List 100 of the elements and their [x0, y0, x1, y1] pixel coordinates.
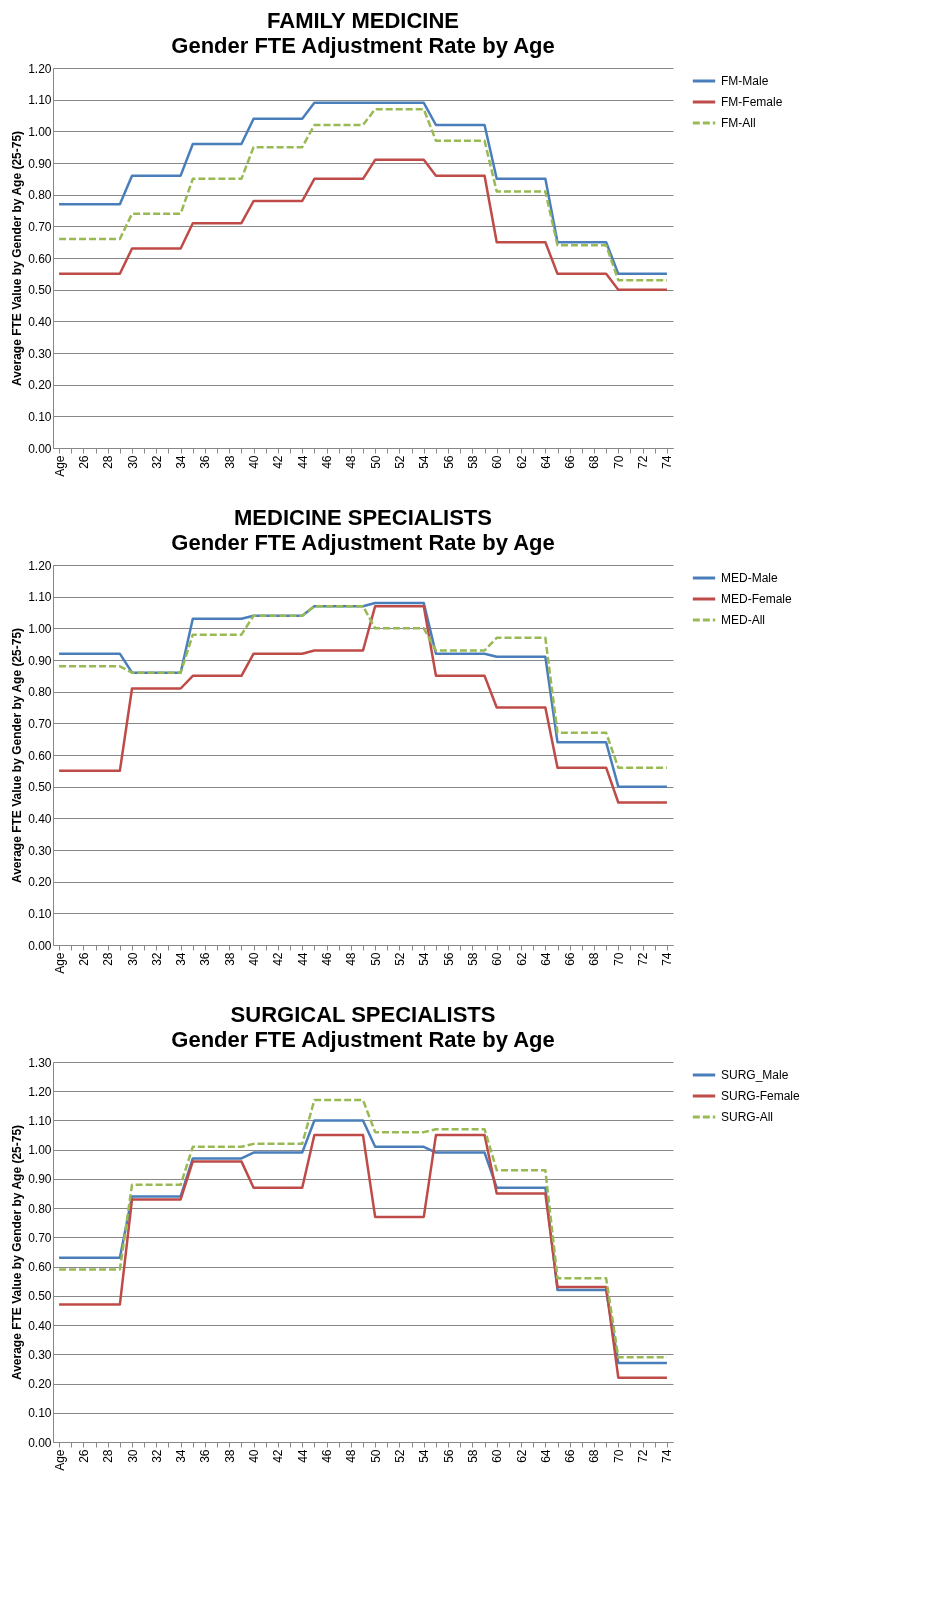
- x-tick-label: 36: [198, 455, 213, 469]
- x-tick-label: 32: [149, 1449, 164, 1463]
- legend-label: MED-All: [721, 613, 765, 627]
- x-tick-label: 42: [271, 1449, 286, 1463]
- x-tick-label: 28: [101, 952, 116, 966]
- x-tick-label: 74: [660, 455, 675, 469]
- x-tick-label: 56: [441, 455, 456, 469]
- legend-label: MED-Male: [721, 571, 778, 585]
- legend-label: FM-Female: [721, 95, 783, 109]
- y-tick-label: 1.10: [28, 590, 52, 605]
- y-tick-label: 0.60: [28, 748, 52, 763]
- y-axis-title: Average FTE Value by Gender by Age (25-75): [10, 130, 25, 387]
- x-tick-label: 54: [417, 952, 432, 966]
- legend-label: FM-Male: [721, 74, 769, 88]
- y-tick-label: 0.50: [28, 1289, 52, 1304]
- x-tick-label: 62: [514, 952, 529, 966]
- x-tick-label: 70: [611, 952, 626, 966]
- legend-label: MED-Female: [721, 592, 792, 606]
- y-tick-label: 1.20: [28, 61, 52, 76]
- x-tick-label: 60: [490, 455, 505, 469]
- y-tick-label: 0.10: [28, 409, 52, 424]
- x-tick-label: 66: [563, 1449, 578, 1463]
- y-tick-label: 1.10: [28, 1113, 52, 1128]
- x-tick-label: 34: [174, 455, 189, 469]
- legend-label: SURG_Male: [721, 1068, 789, 1082]
- x-tick-label: 56: [441, 1449, 456, 1463]
- y-tick-label: 1.00: [28, 621, 52, 636]
- y-tick-label: 0.70: [28, 219, 52, 234]
- y-tick-label: 1.20: [28, 1084, 52, 1099]
- y-tick-label: 0.10: [28, 1406, 52, 1421]
- x-tick-label: 58: [465, 952, 480, 966]
- legend-label: SURG-Female: [721, 1089, 801, 1103]
- y-tick-label: 0.00: [28, 938, 52, 953]
- x-tick-label: 62: [514, 455, 529, 469]
- x-tick-label: 58: [465, 1449, 480, 1463]
- x-tick-label: 52: [392, 952, 407, 966]
- x-tick-label: 64: [538, 952, 553, 966]
- x-tick-label: 26: [76, 1449, 91, 1463]
- x-tick-label: 40: [247, 455, 262, 469]
- y-tick-label: 0.50: [28, 283, 52, 298]
- x-tick-label: 50: [368, 952, 383, 966]
- x-tick-label: Age: [52, 1449, 67, 1471]
- x-tick-label: 66: [563, 455, 578, 469]
- x-tick-label: 30: [125, 455, 140, 469]
- y-tick-label: 0.50: [28, 780, 52, 795]
- x-tick-label: 50: [368, 1449, 383, 1463]
- x-tick-label: 70: [611, 1449, 626, 1463]
- x-tick-label: 70: [611, 455, 626, 469]
- y-tick-label: 0.30: [28, 346, 52, 361]
- x-tick-label: 74: [660, 952, 675, 966]
- y-tick-label: 0.20: [28, 378, 52, 393]
- x-tick-label: 28: [101, 455, 116, 469]
- x-tick-label: 68: [587, 952, 602, 966]
- y-tick-label: 0.20: [28, 1377, 52, 1392]
- y-tick-label: 0.80: [28, 685, 52, 700]
- x-tick-label: 44: [295, 952, 310, 966]
- x-tick-label: 44: [295, 1449, 310, 1463]
- x-tick-label: 48: [344, 952, 359, 966]
- y-tick-label: 0.90: [28, 653, 52, 668]
- x-tick-label: 66: [563, 952, 578, 966]
- x-tick-label: 46: [320, 952, 335, 966]
- x-tick-label: 62: [514, 1449, 529, 1463]
- y-tick-label: 1.20: [28, 558, 52, 573]
- x-tick-label: 56: [441, 952, 456, 966]
- x-tick-label: 54: [417, 1449, 432, 1463]
- x-tick-label: 42: [271, 455, 286, 469]
- x-tick-label: 48: [344, 1449, 359, 1463]
- x-tick-label: 72: [636, 455, 651, 469]
- y-tick-label: 0.80: [28, 188, 52, 203]
- y-tick-label: 0.10: [28, 906, 52, 921]
- x-tick-label: 44: [295, 455, 310, 469]
- x-tick-label: 42: [271, 952, 286, 966]
- y-tick-label: 0.40: [28, 811, 52, 826]
- y-tick-label: 0.30: [28, 1347, 52, 1362]
- x-tick-label: 68: [587, 455, 602, 469]
- y-tick-label: 0.60: [28, 251, 52, 266]
- y-tick-label: 0.00: [28, 441, 52, 456]
- x-tick-label: 68: [587, 1449, 602, 1463]
- x-tick-label: 50: [368, 455, 383, 469]
- x-tick-label: 58: [465, 455, 480, 469]
- x-tick-label: 46: [320, 1449, 335, 1463]
- legend-label: SURG-All: [721, 1110, 774, 1124]
- y-tick-label: 0.00: [28, 1435, 52, 1450]
- x-tick-label: 36: [198, 1449, 213, 1463]
- y-tick-label: 0.90: [28, 156, 52, 171]
- chart-title: MEDICINE SPECIALISTS: [234, 505, 492, 530]
- x-tick-label: 38: [222, 455, 237, 469]
- x-tick-label: 74: [660, 1449, 675, 1463]
- x-tick-label: 26: [76, 952, 91, 966]
- x-tick-label: 40: [247, 1449, 262, 1463]
- x-tick-label: 28: [101, 1449, 116, 1463]
- y-tick-label: 0.30: [28, 843, 52, 858]
- y-tick-label: 0.60: [28, 1260, 52, 1275]
- x-tick-label: 64: [538, 455, 553, 469]
- x-tick-label: 32: [149, 952, 164, 966]
- x-tick-label: 48: [344, 455, 359, 469]
- y-tick-label: 0.40: [28, 314, 52, 329]
- legend-label: FM-All: [721, 116, 756, 130]
- x-tick-label: 64: [538, 1449, 553, 1463]
- y-tick-label: 1.10: [28, 93, 52, 108]
